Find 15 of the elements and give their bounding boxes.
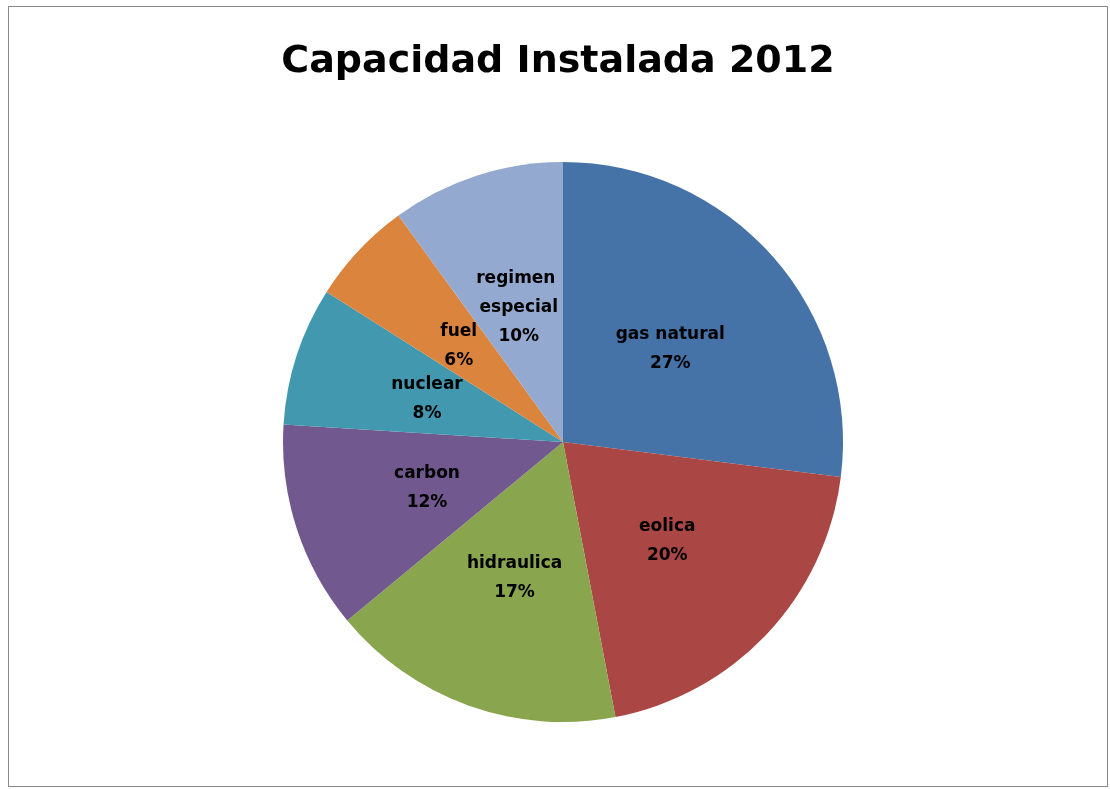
slice-label: nuclear: [391, 373, 464, 394]
data-label: 12%: [406, 490, 448, 511]
slice-label: regimen especial: [476, 267, 562, 316]
data-label: 8%: [412, 402, 442, 423]
slice-label: eolica: [639, 515, 696, 536]
slice-label: gas natural: [615, 322, 725, 343]
data-label: 10%: [498, 325, 540, 345]
slice-label: fuel: [440, 319, 478, 340]
slice-label: carbon: [394, 461, 460, 482]
data-label: 6%: [444, 348, 474, 369]
data-label: 17%: [494, 581, 535, 602]
data-label: 20%: [646, 544, 688, 565]
chart-title: Capacidad Instalada 2012: [281, 37, 835, 81]
data-label: 27%: [649, 351, 691, 372]
slice-label: hidraulica: [466, 552, 563, 573]
